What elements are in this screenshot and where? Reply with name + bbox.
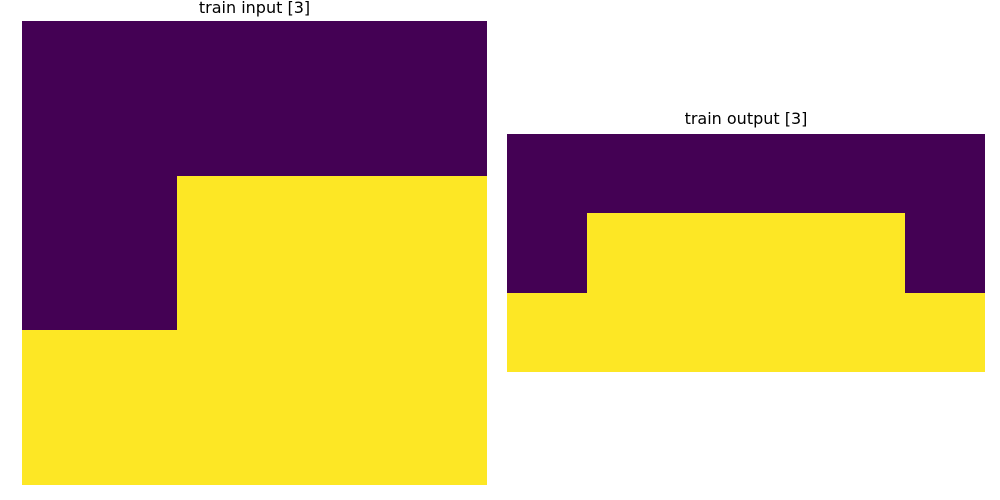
grid-cell bbox=[745, 134, 826, 214]
grid-cell bbox=[22, 330, 177, 485]
train-input-title: train input [3] bbox=[198, 0, 311, 17]
grid-cell bbox=[22, 175, 177, 331]
grid-cell bbox=[666, 213, 746, 293]
train-input-grid bbox=[22, 21, 487, 485]
grid-cell bbox=[745, 292, 826, 372]
grid-cell bbox=[332, 21, 487, 176]
grid-cell bbox=[332, 175, 487, 331]
grid-cell bbox=[177, 21, 332, 176]
grid-cell bbox=[586, 213, 667, 293]
grid-cell bbox=[905, 134, 985, 214]
train-output-title: train output [3] bbox=[684, 109, 808, 128]
grid-cell bbox=[666, 134, 746, 214]
train-output-grid bbox=[507, 134, 985, 372]
grid-cell bbox=[177, 330, 332, 485]
grid-cell bbox=[332, 330, 487, 485]
grid-cell bbox=[905, 292, 985, 372]
grid-cell bbox=[586, 292, 667, 372]
grid-cell bbox=[177, 175, 332, 331]
grid-cell bbox=[507, 134, 587, 214]
grid-cell bbox=[825, 292, 906, 372]
grid-cell bbox=[905, 213, 985, 293]
grid-cell bbox=[507, 292, 587, 372]
grid-cell bbox=[825, 134, 906, 214]
grid-cell bbox=[586, 134, 667, 214]
grid-cell bbox=[507, 213, 587, 293]
grid-cell bbox=[745, 213, 826, 293]
grid-cell bbox=[825, 213, 906, 293]
grid-cell bbox=[666, 292, 746, 372]
grid-cell bbox=[22, 21, 177, 176]
